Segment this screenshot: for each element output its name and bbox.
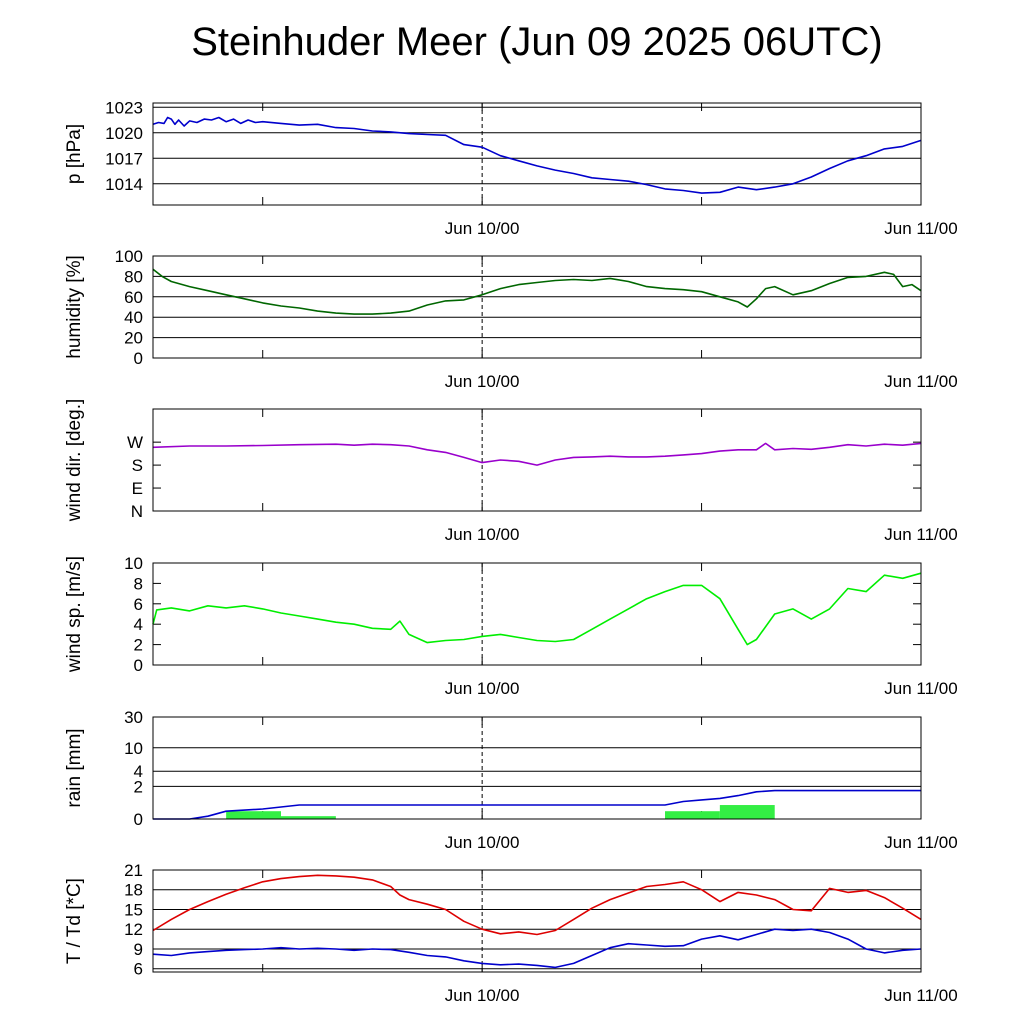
- wind_direction-ylabel: wind dir. [deg.]: [64, 399, 85, 523]
- wind_speed-ytick-label: 10: [124, 554, 143, 573]
- rain-xtick-label: Jun 11/00: [884, 833, 957, 852]
- temperature-xtick-label: Jun 10/00: [445, 986, 520, 1005]
- rain-frame: [152, 716, 922, 820]
- humidity-ytick-label: 80: [124, 267, 143, 286]
- rain-bar: [719, 805, 775, 819]
- temperature-ytick-label: 15: [124, 900, 143, 919]
- rain-bar: [281, 816, 336, 819]
- wind_speed-xtick-label: Jun 11/00: [884, 679, 957, 698]
- rain-xtick-label: Jun 10/00: [445, 833, 520, 852]
- wind_direction-frame: [152, 408, 922, 512]
- pressure-ytick-label: 1020: [105, 124, 143, 143]
- humidity-xtick-label: Jun 11/00: [884, 372, 957, 391]
- humidity-series-line-1: [152, 268, 922, 315]
- pressure-ytick-label: 1023: [105, 98, 143, 117]
- wind_direction-ytick-label: E: [132, 479, 143, 498]
- temperature-frame: [152, 869, 922, 973]
- wind_direction-xtick-label: Jun 11/00: [884, 525, 957, 544]
- pressure-xtick-label: Jun 10/00: [445, 219, 520, 238]
- pressure-ytick-label: 1017: [105, 149, 143, 168]
- wind_speed-xtick-label: Jun 10/00: [445, 679, 520, 698]
- temperature-ytick-label: 6: [134, 960, 143, 979]
- pressure-ylabel: p [hPa]: [64, 124, 85, 184]
- rain-ytick-label: 4: [134, 762, 143, 781]
- rain-ytick-label: 30: [124, 708, 143, 727]
- humidity-frame: [152, 255, 922, 359]
- humidity-ytick-label: 20: [124, 329, 143, 348]
- rain-ylabel: rain [mm]: [64, 728, 85, 807]
- humidity-ytick-label: 60: [124, 288, 143, 307]
- humidity-ytick-label: 40: [124, 308, 143, 327]
- wind_speed-ylabel: wind sp. [m/s]: [64, 556, 85, 673]
- wind_speed-panel: 108 64 20 wind sp. [m/s] Jun 10/00 Jun 11/00: [64, 554, 958, 698]
- wind_direction-series-line-1: [152, 442, 922, 466]
- wind_direction-ytick-label: W: [127, 433, 143, 452]
- rain-bar: [226, 811, 281, 819]
- pressure-ytick-label: 1014: [105, 175, 143, 194]
- rain-ytick-label: 2: [134, 777, 143, 796]
- rain-panel: 30 10 42 0 rain [mm] Jun 10/00 Jun 11/00: [64, 708, 958, 852]
- wind_speed-ytick-label: 0: [134, 656, 143, 675]
- humidity-xtick-label: Jun 10/00: [445, 372, 520, 391]
- pressure-series-line-1: [152, 116, 922, 194]
- rain-ytick-label: 10: [124, 739, 143, 758]
- temperature-series-line-2: [152, 928, 922, 969]
- wind_direction-ytick-label: N: [131, 502, 143, 521]
- temperature-series-line-1: [152, 874, 922, 936]
- wind_speed-ytick-label: 4: [134, 615, 143, 634]
- wind_speed-ytick-label: 8: [134, 574, 143, 593]
- temperature-xtick-label: Jun 11/00: [884, 986, 957, 1005]
- wind_speed-ytick-label: 6: [134, 595, 143, 614]
- wind_direction-ytick-label: S: [132, 456, 143, 475]
- pressure-frame: [152, 102, 922, 206]
- rain-ytick-label: 0: [134, 810, 143, 829]
- temperature-ytick-label: 12: [124, 920, 143, 939]
- chart-title: Steinhuder Meer (Jun 09 2025 06UTC): [191, 20, 883, 64]
- wind_speed-frame: [152, 562, 922, 666]
- wind_direction-xtick-label: Jun 10/00: [445, 525, 520, 544]
- rain-bar: [665, 811, 720, 819]
- wind_speed-series-line-1: [152, 572, 922, 646]
- temperature-ytick-label: 21: [124, 861, 143, 880]
- humidity-ylabel: humidity [%]: [64, 255, 85, 358]
- pressure-panel: 1023 1020 1017 1014 p [hPa] Jun 10/00 Jun 11/0…: [64, 98, 958, 238]
- temperature-ytick-label: 18: [124, 881, 143, 900]
- rain-series-line-1: [153, 789, 921, 820]
- temperature-ytick-label: 9: [134, 940, 143, 959]
- temperature-ylabel: T / Td [*C]: [64, 878, 85, 964]
- wind_speed-ytick-label: 2: [134, 636, 143, 655]
- pressure-xtick-label: Jun 11/00: [884, 219, 957, 238]
- humidity-ytick-label: 100: [115, 247, 143, 266]
- humidity-ytick-label: 0: [134, 349, 143, 368]
